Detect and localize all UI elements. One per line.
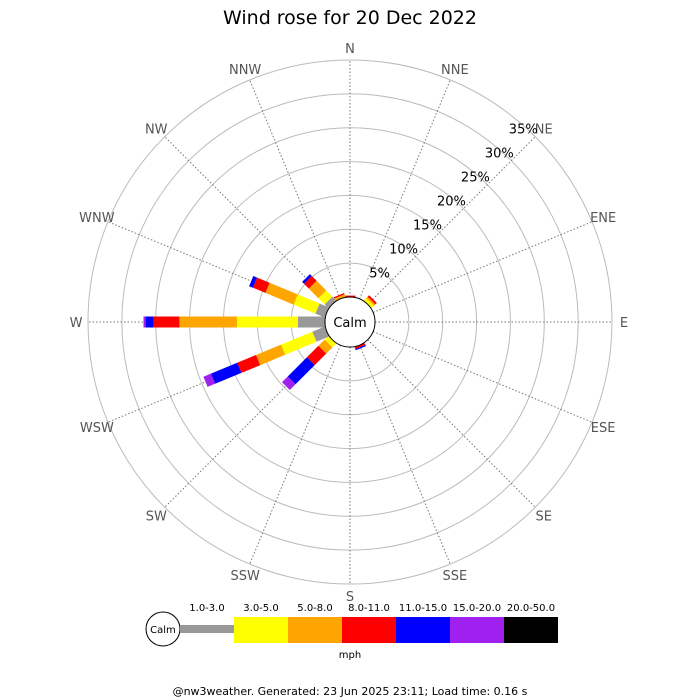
percent-label: 5%: [369, 266, 390, 281]
legend-label-4: 11.0-15.0: [399, 603, 447, 614]
bar-ne-bin-3: [367, 295, 377, 305]
spoke-nw: [164, 136, 333, 305]
percent-labels: 5% 10% 15% 20% 25% 30% 35%: [369, 123, 537, 282]
direction-label-nnw: NNW: [229, 63, 261, 78]
legend-swatch-6: [504, 617, 558, 643]
bar-w-bin-3: [153, 316, 180, 328]
percent-label: 10%: [389, 242, 418, 257]
bar-wsw-bin-0: [312, 326, 329, 342]
legend-label-2: 5.0-8.0: [297, 603, 332, 614]
grid-circle: [87, 59, 613, 585]
bar-nnw-bin-2: [334, 294, 346, 301]
legend-swatch-1: [234, 617, 288, 643]
bar-wsw-bin-5: [203, 373, 216, 387]
legend-swatch-3: [342, 617, 396, 643]
bar-wsw-bin-3: [237, 355, 261, 373]
bar-nw-bin-3: [304, 276, 317, 289]
calm-circle: [324, 296, 376, 348]
legend-label-0: 1.0-3.0: [189, 603, 224, 614]
direction-label-sw: SW: [146, 510, 167, 525]
percent-label: 25%: [461, 171, 490, 186]
bar-sw-bin-1: [324, 335, 337, 348]
bar-nw-bin-2: [308, 280, 327, 299]
bar-wnw-bin-3: [252, 277, 270, 293]
direction-label-nw: NW: [145, 122, 168, 137]
bar-ne-bin-2: [366, 296, 376, 306]
direction-label-ssw: SSW: [230, 569, 260, 584]
speed-legend: Calm 1.0-3.0 3.0-5.0 5.0-8.0 8.0-11.0 11.0-1…: [145, 603, 558, 661]
direction-label-sse: SSE: [442, 569, 467, 584]
bar-wnw-bin-2: [265, 282, 298, 305]
direction-label-w: W: [70, 316, 83, 331]
legend-label-3: 8.0-11.0: [348, 603, 390, 614]
spoke-ese: [372, 331, 593, 423]
spoke-ssw: [249, 344, 341, 565]
legend-swatch-5: [450, 617, 504, 643]
direction-labels: N NNE NE ENE E ESE SE SSE S SSW SW WSW W WNW NW NNW: [70, 42, 629, 605]
bar-wsw-bin-1: [281, 331, 317, 355]
bar-wsw-bin-2: [256, 344, 286, 366]
direction-label-wnw: WNW: [79, 211, 115, 226]
bar-ne-bin-1: [363, 298, 374, 309]
percent-label: 20%: [437, 195, 466, 210]
direction-label-ene: ENE: [590, 211, 616, 226]
spoke-nne: [359, 79, 451, 300]
direction-label-wsw: WSW: [80, 421, 114, 436]
legend-swatch-0: [180, 625, 234, 633]
legend-bins: 1.0-3.0 3.0-5.0 5.0-8.0 8.0-11.0 11.0-15.0 15…: [180, 603, 558, 643]
bar-nnw-bin-3: [333, 293, 345, 299]
percent-label: 35%: [509, 123, 538, 138]
bar-wnw-bin-1: [293, 294, 320, 314]
wind-bars: [143, 274, 377, 390]
spoke-se: [367, 339, 536, 508]
bar-sw-bin-3: [306, 345, 327, 366]
direction-label-se: SE: [536, 510, 552, 525]
legend-label-1: 3.0-5.0: [243, 603, 278, 614]
spoke-ne: [367, 136, 536, 305]
bar-nw-bin-1: [318, 290, 333, 305]
spoke-ene: [372, 221, 593, 313]
bar-wsw-bin-4: [210, 362, 242, 384]
percent-label: 15%: [413, 219, 442, 234]
legend-calm-label: Calm: [150, 625, 176, 636]
spoke-nnw: [249, 79, 341, 300]
chart-title: Wind rose for 20 Dec 2022: [223, 7, 477, 29]
legend-label-6: 20.0-50.0: [507, 603, 555, 614]
bar-sse-bin-4: [355, 344, 366, 351]
bar-w-bin-5: [143, 316, 146, 328]
bar-w-bin-2: [179, 316, 237, 328]
direction-label-nne: NNE: [441, 63, 469, 78]
legend-label-5: 15.0-20.0: [453, 603, 501, 614]
bar-w-bin-4: [145, 316, 154, 328]
legend-swatch-2: [288, 617, 342, 643]
spoke-sse: [359, 344, 451, 565]
legend-unit: mph: [339, 650, 361, 661]
bar-sw-bin-5: [282, 376, 296, 390]
bar-sse-bin-3: [354, 343, 366, 350]
direction-label-ne: NE: [535, 122, 553, 137]
direction-label-n: N: [345, 42, 355, 57]
percent-label: 30%: [485, 147, 514, 162]
footer-text: @nw3weather. Generated: 23 Jun 2025 23:1…: [173, 685, 528, 698]
calm-label: Calm: [333, 316, 366, 331]
direction-label-e: E: [620, 316, 628, 331]
direction-label-ese: ESE: [591, 421, 616, 436]
bar-w-bin-1: [237, 316, 298, 328]
bar-wnw-bin-4: [249, 276, 258, 288]
bar-w-bin-0: [297, 316, 325, 328]
bar-sw-bin-2: [318, 339, 333, 354]
legend-swatch-4: [396, 617, 450, 643]
bar-nw-bin-4: [302, 274, 312, 284]
direction-label-s: S: [346, 590, 354, 605]
bar-sw-bin-4: [287, 357, 315, 385]
bar-wnw-bin-0: [315, 303, 329, 318]
bar-nw-bin-0: [324, 296, 337, 309]
